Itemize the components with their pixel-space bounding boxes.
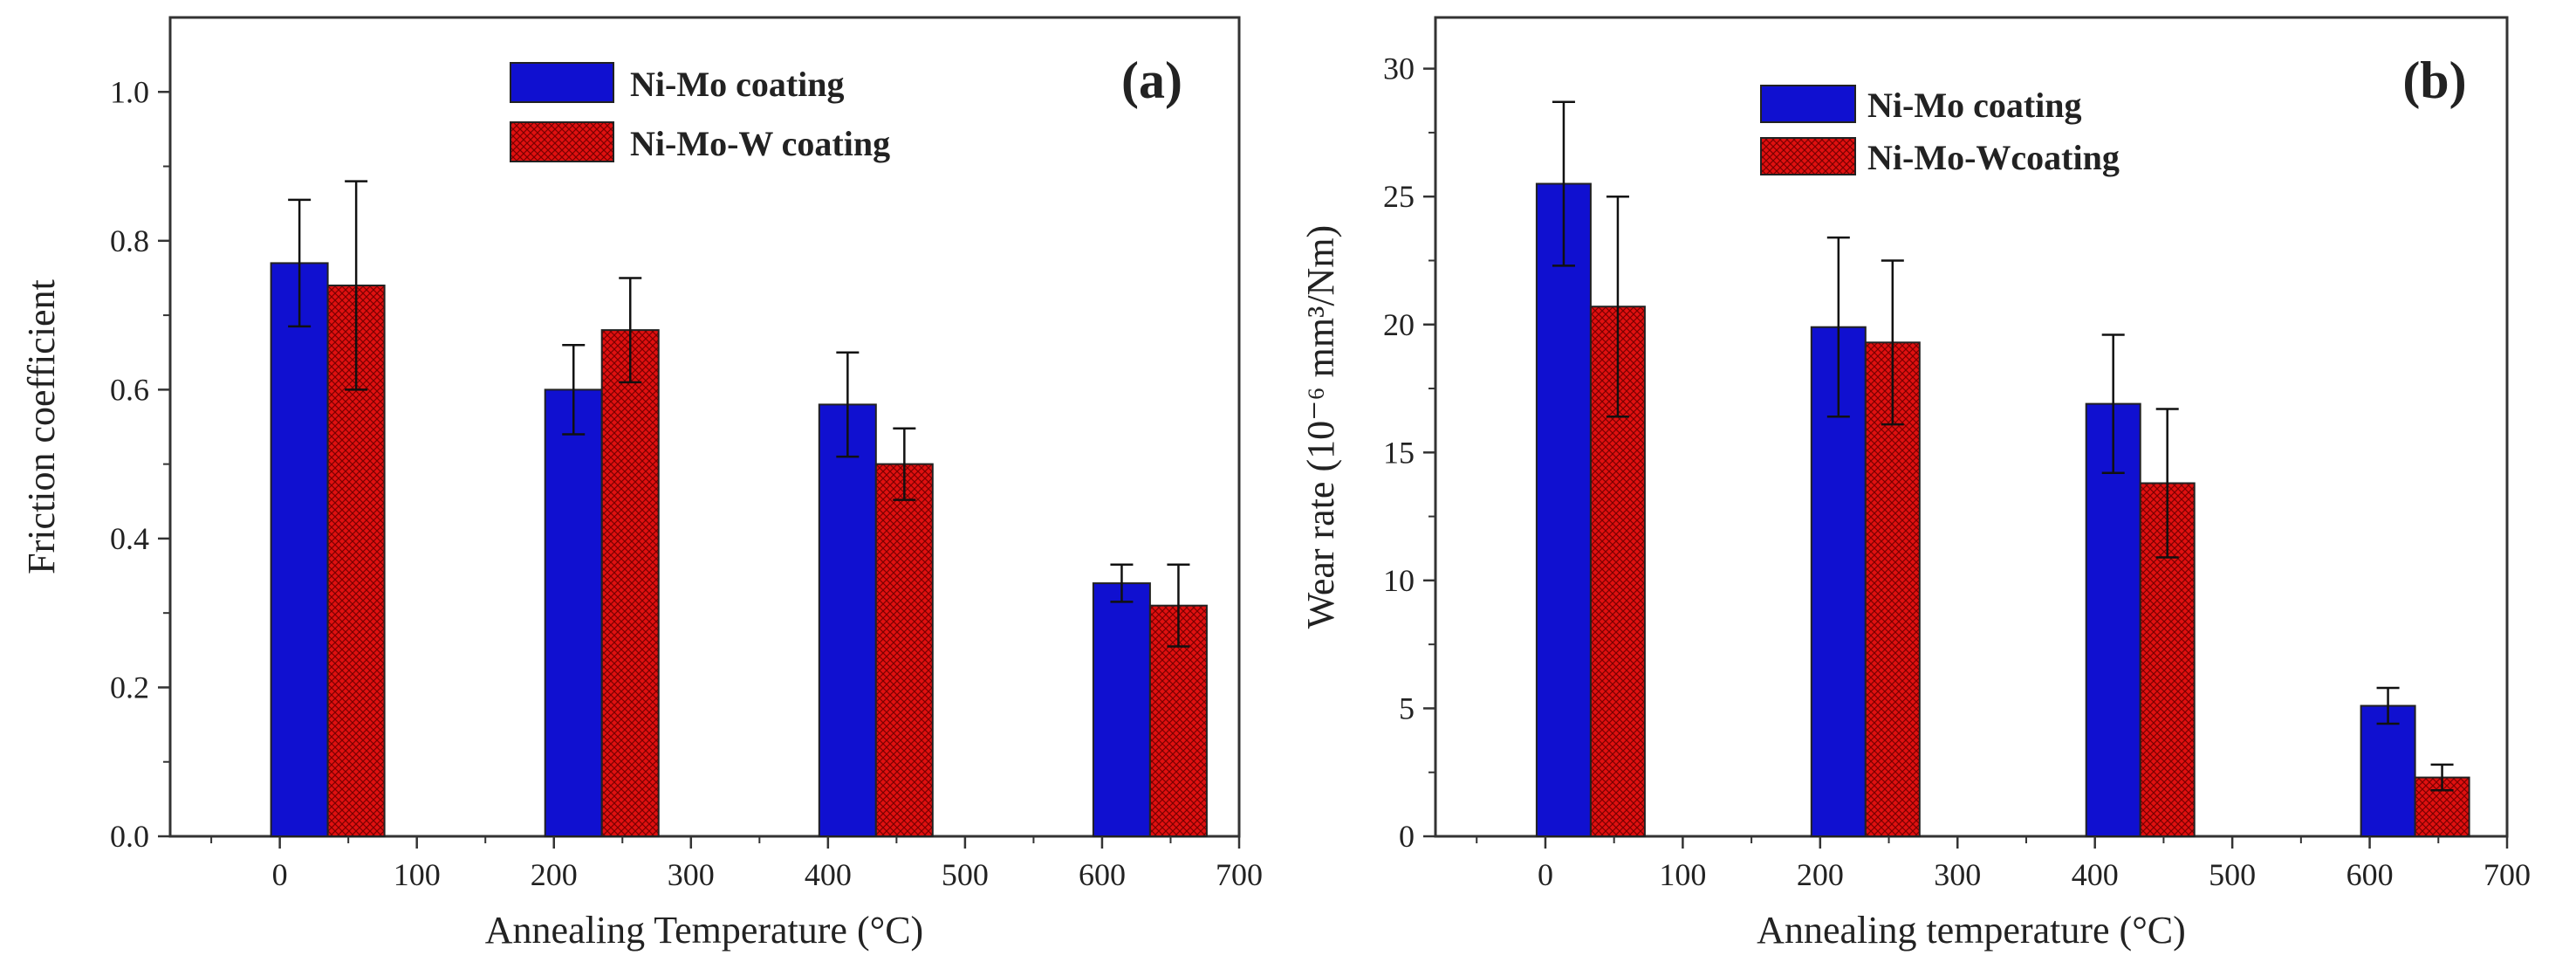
legend-swatch-ni-mo-w bbox=[510, 121, 614, 162]
bar-ni-mo-200 bbox=[544, 388, 603, 837]
x-tick-label: 600 bbox=[2346, 857, 2394, 892]
x-axis-title: Annealing temperature (°C) bbox=[1757, 909, 2186, 952]
error-bar-ni-mo-w-0 bbox=[345, 180, 368, 391]
legend: Ni-Mo coating Ni-Mo-Wcoating bbox=[1760, 85, 2120, 177]
x-axis-ticks: 0 100 200 300 400 500 600 700 bbox=[210, 836, 1263, 892]
y-axis-ticks: 0.0 0.2 0.4 0.6 0.8 1.0 bbox=[110, 74, 170, 854]
bars bbox=[1535, 182, 2470, 837]
error-bars bbox=[1552, 100, 2454, 792]
y-tick-label: 0.0 bbox=[110, 819, 149, 854]
error-bar-ni-mo-w-200 bbox=[619, 277, 642, 384]
error-bar-ni-mo-200 bbox=[1826, 236, 1850, 418]
x-tick-label: 0 bbox=[272, 857, 288, 892]
y-tick-label: 30 bbox=[1383, 52, 1415, 86]
x-tick-label: 300 bbox=[668, 857, 715, 892]
y-tick-label: 10 bbox=[1383, 563, 1415, 598]
plot-frame bbox=[168, 16, 1241, 838]
y-tick-label: 15 bbox=[1383, 435, 1415, 470]
x-tick-label: 200 bbox=[531, 857, 578, 892]
legend: Ni-Mo coating Ni-Mo-W coating bbox=[510, 62, 890, 163]
x-axis-title: Annealing Temperature (°C) bbox=[485, 909, 923, 952]
error-bar-ni-mo-w-600 bbox=[1167, 563, 1190, 648]
bar-ni-mo-400 bbox=[818, 403, 877, 837]
bar-ni-mo-600 bbox=[2360, 704, 2416, 837]
x-tick-label: 100 bbox=[1659, 857, 1706, 892]
y-tick-label: 25 bbox=[1383, 179, 1415, 214]
x-tick-label: 400 bbox=[2072, 857, 2119, 892]
x-tick-label: 700 bbox=[1216, 857, 1263, 892]
legend-label-ni-mo-w: Ni-Mo-Wcoating bbox=[1867, 138, 2120, 177]
bars bbox=[270, 262, 1208, 838]
error-bar-ni-mo-400 bbox=[836, 351, 860, 458]
y-tick-label: 1.0 bbox=[110, 74, 149, 109]
x-tick-label: 600 bbox=[1079, 857, 1126, 892]
y-tick-label: 0.6 bbox=[110, 372, 149, 407]
y-tick-label: 0 bbox=[1399, 819, 1415, 854]
y-tick-label: 5 bbox=[1399, 691, 1415, 725]
error-bar-ni-mo-400 bbox=[2101, 333, 2125, 475]
legend-swatch-ni-mo bbox=[1760, 85, 1856, 123]
y-tick-label: 0.8 bbox=[110, 223, 149, 258]
panel-label: (b) bbox=[2402, 52, 2466, 109]
error-bar-ni-mo-w-200 bbox=[1881, 259, 1904, 426]
error-bar-ni-mo-0 bbox=[288, 198, 312, 328]
y-axis-title: Friction coefficient bbox=[20, 279, 63, 574]
y-tick-label: 0.4 bbox=[110, 521, 149, 556]
error-bar-ni-mo-600 bbox=[1110, 563, 1134, 603]
legend-label-ni-mo: Ni-Mo coating bbox=[1867, 86, 2082, 125]
bar-ni-mo-0 bbox=[1535, 182, 1592, 837]
legend-swatch-ni-mo bbox=[510, 62, 614, 103]
bar-ni-mo-600 bbox=[1092, 582, 1151, 837]
bar-ni-mo-400 bbox=[2085, 402, 2141, 837]
x-tick-label: 400 bbox=[805, 857, 852, 892]
panel-label: (a) bbox=[1121, 52, 1182, 109]
x-tick-label: 700 bbox=[2484, 857, 2531, 892]
bar-ni-mo-0 bbox=[270, 262, 329, 837]
bar-ni-mo-w-400 bbox=[874, 463, 934, 837]
plot-frame bbox=[1434, 16, 2509, 838]
bar-ni-mo-w-200 bbox=[600, 329, 660, 838]
legend-swatch-ni-mo-w bbox=[1760, 137, 1856, 175]
error-bars bbox=[288, 180, 1190, 648]
x-tick-label: 500 bbox=[942, 857, 989, 892]
error-bar-ni-mo-w-0 bbox=[1606, 195, 1629, 418]
error-bar-ni-mo-200 bbox=[562, 343, 586, 436]
friction-coefficient-chart: 0.0 0.2 0.4 0.6 0.8 1.0 0 100 200 300 400 500 600 70… bbox=[20, 16, 1263, 952]
error-bar-ni-mo-w-400 bbox=[2155, 408, 2179, 559]
x-tick-label: 300 bbox=[1934, 857, 1981, 892]
error-bar-ni-mo-600 bbox=[2376, 686, 2400, 725]
y-tick-label: 20 bbox=[1383, 307, 1415, 342]
legend-label-ni-mo: Ni-Mo coating bbox=[630, 65, 845, 104]
x-tick-label: 100 bbox=[394, 857, 441, 892]
y-axis-title: Wear rate (10⁻⁶ mm³/Nm) bbox=[1299, 225, 1342, 629]
error-bar-ni-mo-0 bbox=[1552, 100, 1575, 267]
x-tick-label: 500 bbox=[2209, 857, 2256, 892]
y-axis-ticks: 0 5 10 15 20 25 30 bbox=[1383, 52, 1435, 854]
x-axis-ticks: 0 100 200 300 400 500 600 700 bbox=[1476, 836, 2531, 892]
error-bar-ni-mo-w-600 bbox=[2430, 763, 2454, 792]
x-tick-label: 200 bbox=[1797, 857, 1844, 892]
legend-label-ni-mo-w: Ni-Mo-W coating bbox=[630, 124, 890, 163]
x-tick-label: 0 bbox=[1538, 857, 1553, 892]
wear-rate-chart: 0 5 10 15 20 25 30 0 100 200 300 400 500 600 700 Wear… bbox=[1299, 16, 2531, 952]
error-bar-ni-mo-w-400 bbox=[893, 427, 916, 501]
y-tick-label: 0.2 bbox=[110, 670, 149, 704]
